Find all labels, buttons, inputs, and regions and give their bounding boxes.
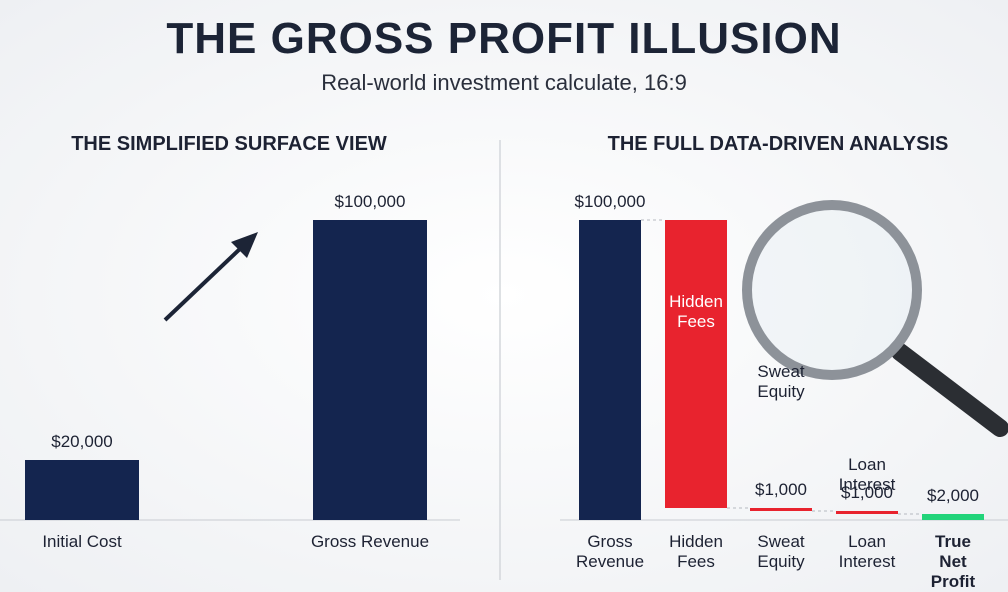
x-tick-label: True Net Profit — [930, 532, 976, 591]
bar — [25, 460, 139, 520]
x-tick-label: Gross Revenue — [575, 532, 645, 571]
x-tick-label: Sweat Equity — [757, 532, 805, 571]
subtitle: Real-world investment calculate, 16:9 — [321, 70, 687, 95]
bar — [922, 514, 984, 520]
x-tick-label: Loan Interest — [838, 532, 896, 571]
value-label: $100,000 — [334, 192, 406, 211]
arrow-head — [231, 232, 258, 258]
value-label: $100,000 — [574, 192, 646, 211]
magnifier-handle — [891, 343, 1008, 437]
bar-annotation: Loan Interest — [838, 455, 896, 494]
bar — [313, 220, 427, 520]
bar-annotation: Hidden Fees — [669, 292, 723, 331]
bar — [579, 220, 641, 520]
value-label: $1,000 — [755, 480, 807, 499]
value-label: $1,000 — [841, 483, 893, 502]
value-label: $2,000 — [927, 486, 979, 505]
title: THE GROSS PROFIT ILLUSION — [166, 14, 842, 63]
bar — [665, 220, 727, 508]
chart-title: THE FULL DATA-DRIVEN ANALYSIS — [607, 133, 949, 155]
trend-arrow — [163, 244, 245, 322]
x-tick-label: Gross Revenue — [310, 532, 430, 551]
x-tick-label: Initial Cost — [42, 532, 122, 551]
bar-annotation: Sweat Equity — [757, 362, 805, 401]
value-label: $20,000 — [51, 432, 113, 451]
bar — [750, 508, 812, 511]
bar — [836, 511, 898, 514]
x-tick-label: Hidden Fees — [669, 532, 723, 571]
chart-title: THE SIMPLIFIED SURFACE VIEW — [71, 133, 387, 155]
magnifier-lens — [742, 200, 922, 380]
